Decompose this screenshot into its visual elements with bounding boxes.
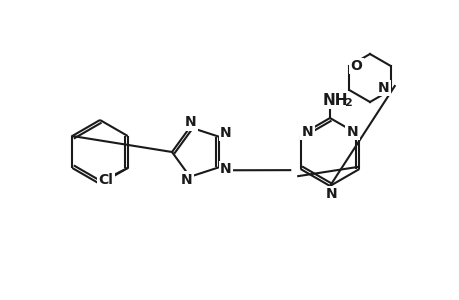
- Text: N: N: [220, 162, 231, 176]
- Text: N: N: [181, 173, 192, 187]
- Text: N: N: [346, 125, 358, 139]
- Text: O: O: [349, 59, 361, 73]
- Text: N: N: [185, 115, 196, 129]
- Text: N: N: [220, 126, 231, 140]
- Text: Cl: Cl: [98, 173, 113, 187]
- Text: N: N: [325, 187, 337, 201]
- Text: 2: 2: [343, 98, 351, 108]
- Text: N: N: [377, 81, 389, 95]
- Text: N: N: [301, 125, 313, 139]
- Text: NH: NH: [322, 92, 347, 107]
